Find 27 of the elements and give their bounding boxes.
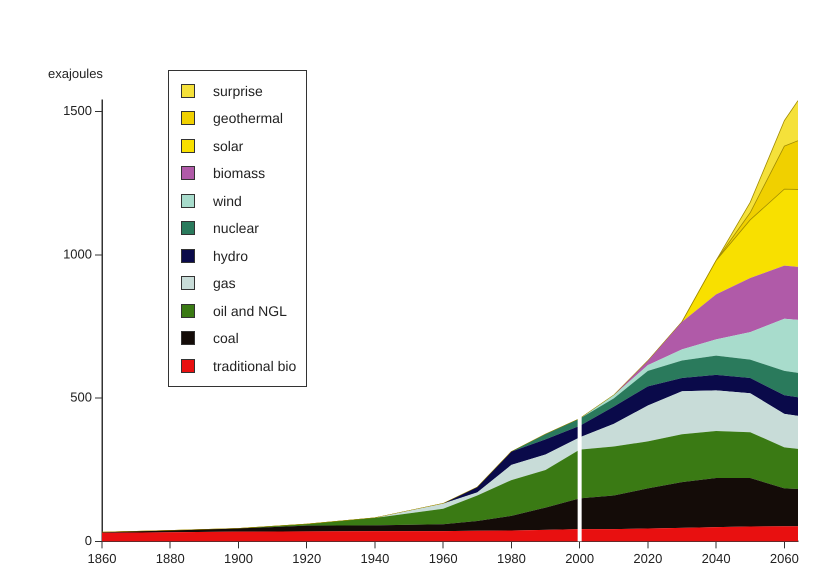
x-tick-label: 1920	[292, 550, 322, 566]
x-tick-label: 1880	[156, 550, 185, 566]
legend-label: geothermal	[213, 110, 284, 126]
y-tick-label: 500	[70, 390, 92, 405]
x-tick-label: 2040	[702, 550, 731, 566]
legend-label: coal	[213, 330, 239, 346]
x-tick-label: 2020	[633, 550, 662, 566]
legend-label: hydro	[213, 248, 248, 264]
x-tick-label: 1960	[428, 550, 458, 566]
legend-label: nuclear	[213, 220, 259, 236]
legend-label: wind	[213, 192, 242, 209]
x-tick-label: 1900	[224, 550, 253, 566]
y-tick-label: 1500	[63, 103, 92, 118]
y-axis-title: exajoules	[48, 66, 104, 81]
legend-label: gas	[213, 275, 236, 292]
legend-label: traditional bio	[213, 358, 296, 374]
legend-label: oil and NGL	[213, 302, 287, 319]
legend-label: biomass	[213, 165, 266, 182]
x-tick-label: 1860	[88, 550, 116, 566]
x-tick-label: 1940	[360, 550, 390, 566]
y-tick-label: 1000	[63, 246, 92, 262]
x-tick-label: 1980	[496, 550, 526, 566]
y-tick-label: 0	[84, 532, 92, 548]
x-tick-label: 2000	[565, 550, 594, 566]
x-tick-label: 2060	[770, 550, 799, 566]
legend-label: solar	[213, 138, 244, 154]
legend-label: surprise	[213, 82, 263, 99]
